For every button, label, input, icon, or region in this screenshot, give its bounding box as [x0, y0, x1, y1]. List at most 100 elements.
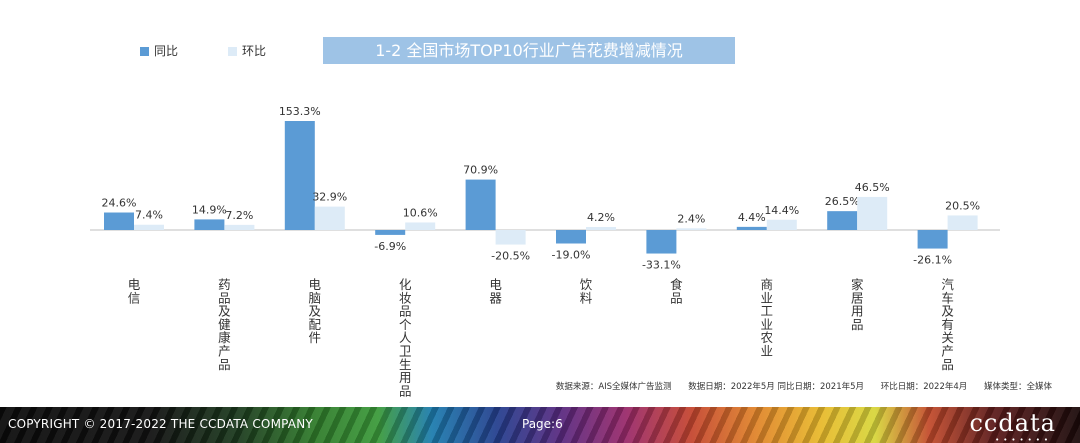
category-label-9-char-3: 有 — [941, 317, 954, 332]
category-label-1-char-6: 品 — [218, 357, 231, 372]
bar-yoy-6 — [646, 230, 677, 254]
copyright-text: COPYRIGHT © 2017-2022 THE CCDATA COMPANY — [8, 417, 313, 431]
category-label-7-char-5: 业 — [761, 344, 774, 359]
data-label-mom-8: 46.5% — [855, 181, 890, 194]
data-label-yoy-7: 4.4% — [738, 211, 766, 224]
bar-mom-0 — [134, 224, 164, 230]
data-label-mom-5: 4.2% — [587, 211, 615, 224]
data-label-yoy-3: -6.9% — [374, 240, 406, 253]
data-label-mom-2: 32.9% — [312, 191, 347, 204]
category-label-1-char-3: 健 — [218, 317, 231, 332]
category-label-1-char-4: 康 — [218, 330, 231, 345]
data-label-mom-1: 7.2% — [225, 209, 253, 222]
category-label-7-char-2: 工 — [761, 304, 774, 319]
bar-yoy-1 — [194, 219, 225, 230]
data-label-mom-7: 14.4% — [764, 204, 799, 217]
chart-title: 1-2 全国市场TOP10行业广告花费增减情况 — [323, 37, 735, 64]
category-label-3-char-2: 品 — [399, 304, 412, 319]
category-label-1-char-0: 药 — [218, 277, 231, 292]
category-label-6-char-0: 食 — [670, 277, 683, 292]
category-label-6-char-1: 品 — [670, 290, 683, 305]
category-label-8-char-2: 用 — [851, 304, 864, 319]
category-label-5-char-1: 料 — [580, 290, 593, 305]
data-label-mom-9: 20.5% — [945, 199, 980, 212]
data-label-yoy-9: -26.1% — [913, 254, 952, 267]
category-label-0-char-1: 信 — [128, 290, 141, 305]
category-label-9-char-2: 及 — [941, 304, 954, 319]
category-label-4-char-1: 器 — [489, 290, 502, 305]
category-label-3-char-1: 妆 — [399, 290, 412, 305]
logo-dots: ••••••• — [995, 436, 1052, 443]
category-label-1-char-5: 产 — [218, 344, 231, 359]
legend-swatch-mom — [228, 47, 237, 56]
bar-mom-4 — [495, 230, 526, 245]
category-label-9-char-5: 产 — [941, 344, 954, 359]
bar-mom-6 — [676, 228, 707, 230]
data-label-mom-4: -20.5% — [491, 250, 530, 263]
bar-mom-3 — [405, 222, 436, 230]
bar-chart: 24.6%7.4%电信14.9%7.2%药品及健康产品153.3%32.9%电脑… — [90, 105, 1000, 398]
category-label-2-char-2: 及 — [309, 304, 322, 319]
legend-label-mom: 环比 — [242, 44, 267, 58]
bar-yoy-3 — [375, 230, 406, 235]
category-label-1-char-2: 及 — [218, 304, 231, 319]
page-number: Page:6 — [522, 417, 563, 431]
note-dates: 数据日期：2022年5月 同比日期：2021年5月 — [688, 382, 865, 392]
data-label-yoy-4: 70.9% — [463, 164, 498, 177]
category-label-3-char-6: 生 — [399, 357, 412, 372]
category-label-2-char-4: 件 — [309, 330, 322, 345]
category-label-7-char-1: 业 — [761, 290, 774, 305]
data-label-mom-3: 10.6% — [403, 206, 438, 219]
bar-mom-1 — [224, 224, 255, 230]
note-source: 数据来源：AIS全媒体广告监测 — [555, 382, 672, 392]
category-label-8-char-3: 品 — [851, 317, 864, 332]
category-label-2-char-3: 配 — [309, 317, 322, 332]
bar-mom-9 — [947, 215, 978, 230]
bar-mom-7 — [766, 219, 797, 230]
category-label-2-char-1: 脑 — [309, 290, 322, 305]
bar-yoy-7 — [736, 226, 767, 230]
category-label-8-char-0: 家 — [851, 277, 864, 292]
legend-item-yoy: 同比 — [140, 42, 178, 59]
data-label-yoy-8: 26.5% — [825, 195, 860, 208]
source-note: 数据来源：AIS全媒体广告监测 数据日期：2022年5月 同比日期：2021年5… — [542, 380, 1052, 392]
data-label-yoy-2: 153.3% — [279, 105, 321, 118]
data-label-mom-0: 7.4% — [135, 209, 163, 222]
bar-mom-5 — [586, 227, 616, 230]
category-label-3-char-4: 人 — [399, 330, 412, 345]
category-label-9-char-0: 汽 — [941, 277, 954, 292]
category-label-7-char-0: 商 — [761, 277, 774, 292]
category-label-5-char-0: 饮 — [580, 277, 593, 292]
category-label-9-char-1: 车 — [941, 290, 954, 305]
note-media-type: 媒体类型：全媒体 — [983, 382, 1052, 392]
category-label-1-char-1: 品 — [218, 290, 231, 305]
bar-mom-8 — [857, 196, 888, 230]
category-label-0-char-0: 电 — [128, 277, 141, 292]
category-label-8-char-1: 居 — [851, 290, 864, 305]
category-label-2-char-0: 电 — [309, 277, 322, 292]
data-label-mom-6: 2.4% — [677, 212, 705, 225]
category-label-4-char-0: 电 — [489, 277, 502, 292]
data-label-yoy-0: 24.6% — [102, 197, 137, 210]
legend-label-yoy: 同比 — [154, 44, 179, 58]
bar-yoy-5 — [556, 230, 586, 244]
category-label-3-char-0: 化 — [399, 277, 412, 292]
bar-yoy-9 — [917, 230, 948, 249]
data-label-yoy-1: 14.9% — [192, 203, 227, 216]
bar-yoy-4 — [465, 179, 496, 230]
category-label-3-char-3: 个 — [399, 317, 412, 332]
legend-item-mom: 环比 — [228, 42, 266, 59]
category-label-3-char-8: 品 — [399, 383, 412, 398]
category-label-7-char-4: 农 — [761, 330, 774, 345]
bar-mom-2 — [314, 206, 345, 230]
legend-swatch-yoy — [140, 47, 149, 56]
category-label-3-char-7: 用 — [399, 370, 412, 385]
bar-yoy-2 — [284, 121, 315, 230]
footer-bar: COPYRIGHT © 2017-2022 THE CCDATA COMPANY… — [0, 407, 1080, 443]
category-label-9-char-6: 品 — [941, 357, 954, 372]
note-mom-date: 环比日期：2022年4月 — [880, 382, 968, 392]
bar-yoy-8 — [827, 211, 858, 230]
category-label-7-char-3: 业 — [761, 317, 774, 332]
ccdata-logo: ccdata — [969, 409, 1056, 437]
bar-yoy-0 — [104, 212, 134, 230]
